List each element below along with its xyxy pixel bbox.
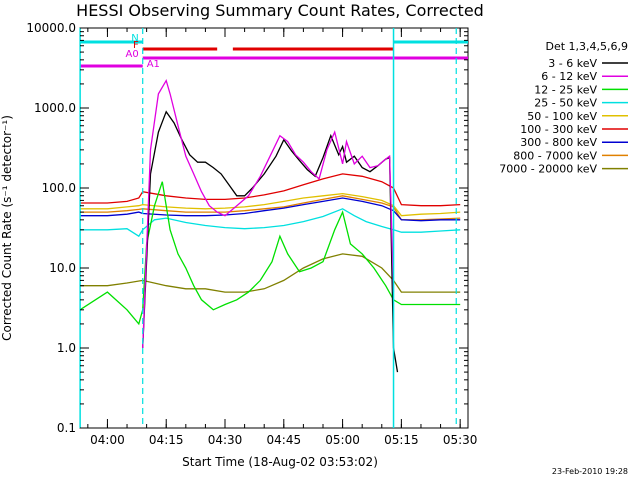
series-line-100-300 — [80, 173, 461, 207]
y-tick-label: 1.0 — [57, 341, 76, 355]
flag-label-N: N — [131, 33, 138, 44]
x-tick-label: 05:30 — [443, 433, 478, 447]
x-tick-label: 04:45 — [267, 433, 302, 447]
legend-label-50-100: 50 - 100 keV — [527, 110, 597, 123]
y-tick-label: 10000.0 — [26, 21, 76, 35]
y-tick-label: 10.0 — [49, 261, 76, 275]
legend-label-300-800: 300 - 800 keV — [520, 136, 597, 149]
chart-title: HESSI Observing Summary Count Rates, Cor… — [76, 1, 484, 20]
series-line-6-12 — [142, 78, 395, 349]
series-line-7000-20000 — [80, 253, 461, 293]
flag-label-A0: A0 — [126, 49, 139, 60]
series-line-300-800 — [80, 197, 461, 222]
legend-label-6-12: 6 - 12 keV — [541, 70, 597, 83]
legend-label-12-25: 12 - 25 keV — [534, 83, 597, 96]
x-tick-label: 05:15 — [384, 433, 419, 447]
legend-label-3-6: 3 - 6 keV — [548, 57, 597, 70]
y-tick-label: 1000.0 — [34, 101, 76, 115]
series-lines — [79, 78, 461, 373]
footer-timestamp: 23-Feb-2010 19:28 — [552, 467, 628, 476]
x-tick-label: 05:00 — [325, 433, 360, 447]
x-axis: 04:00 04:15 04:30 04:45 05:00 05:15 05:30 — [87, 28, 478, 447]
legend-label-100-300: 100 - 300 keV — [520, 123, 597, 136]
plot-frame — [79, 27, 469, 429]
x-axis-label: Start Time (18-Aug-02 03:53:02) — [182, 455, 378, 469]
flag-label-F: F — [133, 40, 139, 51]
legend-title: Det 1,3,4,5,6,9 — [545, 40, 628, 53]
series-line-3-6 — [142, 110, 399, 373]
series-line-800-7000 — [80, 195, 461, 221]
x-tick-label: 04:00 — [90, 433, 125, 447]
y-axis-label: Corrected Count Rate (s⁻¹ detector⁻¹) — [0, 115, 14, 341]
series-line-50-100 — [80, 192, 461, 217]
series-line-25-50 — [80, 208, 461, 238]
series-line-12-25 — [79, 181, 461, 326]
flag-label-A1: A1 — [147, 59, 160, 70]
y-tick-label: 100.0 — [42, 181, 76, 195]
x-tick-label: 04:15 — [149, 433, 184, 447]
x-tick-label: 04:30 — [208, 433, 243, 447]
legend-label-7000-20000: 7000 - 20000 keV — [499, 163, 597, 176]
legend-label-25-50: 25 - 50 keV — [534, 97, 597, 110]
y-axis: 10000.0 1000.0 100.0 10.0 1.0 0.1 — [26, 21, 468, 435]
y-tick-label: 0.1 — [57, 421, 76, 435]
vertical-markers — [79, 28, 457, 428]
legend-label-800-7000: 800 - 7000 keV — [513, 149, 597, 162]
